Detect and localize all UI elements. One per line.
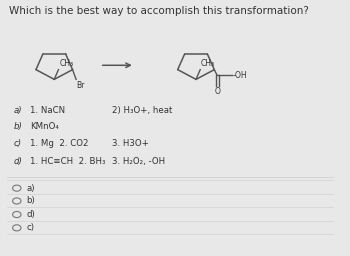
Text: b): b) [26, 196, 35, 206]
Text: 2) H₃O+, heat: 2) H₃O+, heat [112, 105, 172, 115]
Text: 3. H₂O₂, -OH: 3. H₂O₂, -OH [112, 157, 165, 166]
Text: a): a) [26, 184, 35, 193]
Text: -OH: -OH [232, 71, 247, 80]
Text: 1. HC≡CH  2. BH₃: 1. HC≡CH 2. BH₃ [30, 157, 105, 166]
Text: Br: Br [76, 81, 84, 90]
Text: O: O [214, 87, 220, 96]
Text: 1. Mg  2. CO2: 1. Mg 2. CO2 [30, 139, 88, 148]
Text: a): a) [14, 105, 23, 115]
Text: c): c) [14, 139, 22, 148]
Text: CH₃: CH₃ [59, 59, 73, 68]
Text: Which is the best way to accomplish this transformation?: Which is the best way to accomplish this… [9, 6, 309, 16]
Text: b): b) [14, 122, 23, 131]
Text: CH₃: CH₃ [201, 59, 215, 68]
Text: c): c) [26, 223, 34, 232]
Text: d): d) [26, 210, 35, 219]
Text: KMnO₄: KMnO₄ [30, 122, 59, 131]
Text: 1. NaCN: 1. NaCN [30, 105, 65, 115]
Text: 3. H3O+: 3. H3O+ [112, 139, 149, 148]
Text: d): d) [14, 157, 23, 166]
